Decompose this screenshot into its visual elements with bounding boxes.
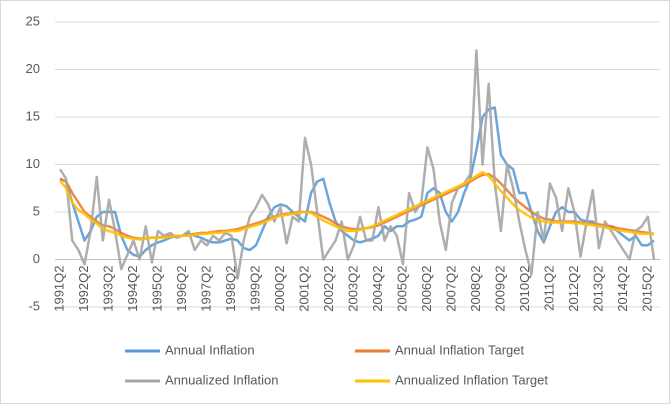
x-tick-label: 2001Q2 (296, 266, 311, 312)
x-tick-label: 2007Q2 (443, 266, 458, 312)
x-tick-label: 1996Q2 (174, 266, 189, 312)
legend: Annual Inflation Annual Inflation Target A… (125, 342, 548, 387)
x-tick-label: 1992Q2 (76, 266, 91, 312)
legend-label: Annual Inflation (165, 342, 255, 357)
x-tick-label: 2013Q2 (590, 266, 605, 312)
x-tick-label: 1997Q2 (198, 266, 213, 312)
series-line (59, 170, 654, 241)
series-line (59, 106, 655, 258)
x-tick-label: 2014Q2 (615, 266, 630, 312)
x-tick-label: 2000Q2 (272, 266, 287, 312)
legend-label: Annualized Inflation Target (395, 372, 548, 387)
x-tick-label: 1994Q2 (125, 266, 140, 312)
x-tick-label: 2003Q2 (345, 266, 360, 312)
x-tick-label: 2011Q2 (541, 266, 556, 311)
x-tick-label: 1995Q2 (149, 266, 164, 312)
legend-label: Annualized Inflation (165, 372, 278, 387)
x-tick-label: 1999Q2 (247, 266, 262, 312)
y-tick-label: 5 (33, 203, 40, 218)
y-tick-label: 25 (26, 13, 40, 28)
x-tick-label: 1998Q2 (223, 266, 238, 312)
legend-label: Annual Inflation Target (395, 342, 525, 357)
x-tick-label: 2006Q2 (419, 266, 434, 312)
x-tick-label: 2009Q2 (492, 266, 507, 312)
x-tick-label: 2012Q2 (566, 266, 581, 312)
y-tick-label: 10 (26, 156, 40, 171)
y-tick-label: 15 (26, 108, 40, 123)
x-tick-label: 1991Q2 (51, 266, 66, 312)
x-tick-label: 2002Q2 (321, 266, 336, 312)
y-tick-label: -5 (28, 298, 40, 313)
grid: -5 0 5 10 15 20 25 1991Q2 1992Q2 1993Q2 1994Q2 1995… (26, 13, 660, 313)
x-tick-label: 2010Q2 (517, 266, 532, 312)
x-tick-label: 2005Q2 (394, 266, 409, 312)
y-tick-label: 20 (26, 61, 40, 76)
plot-area (58, 49, 656, 280)
x-tick-label: 2008Q2 (468, 265, 483, 311)
x-tick-label: 1993Q2 (100, 266, 115, 312)
x-tick-label: 2004Q2 (370, 266, 385, 312)
y-tick-label: 0 (33, 251, 40, 266)
x-tick-label: 2015Q2 (639, 266, 654, 312)
